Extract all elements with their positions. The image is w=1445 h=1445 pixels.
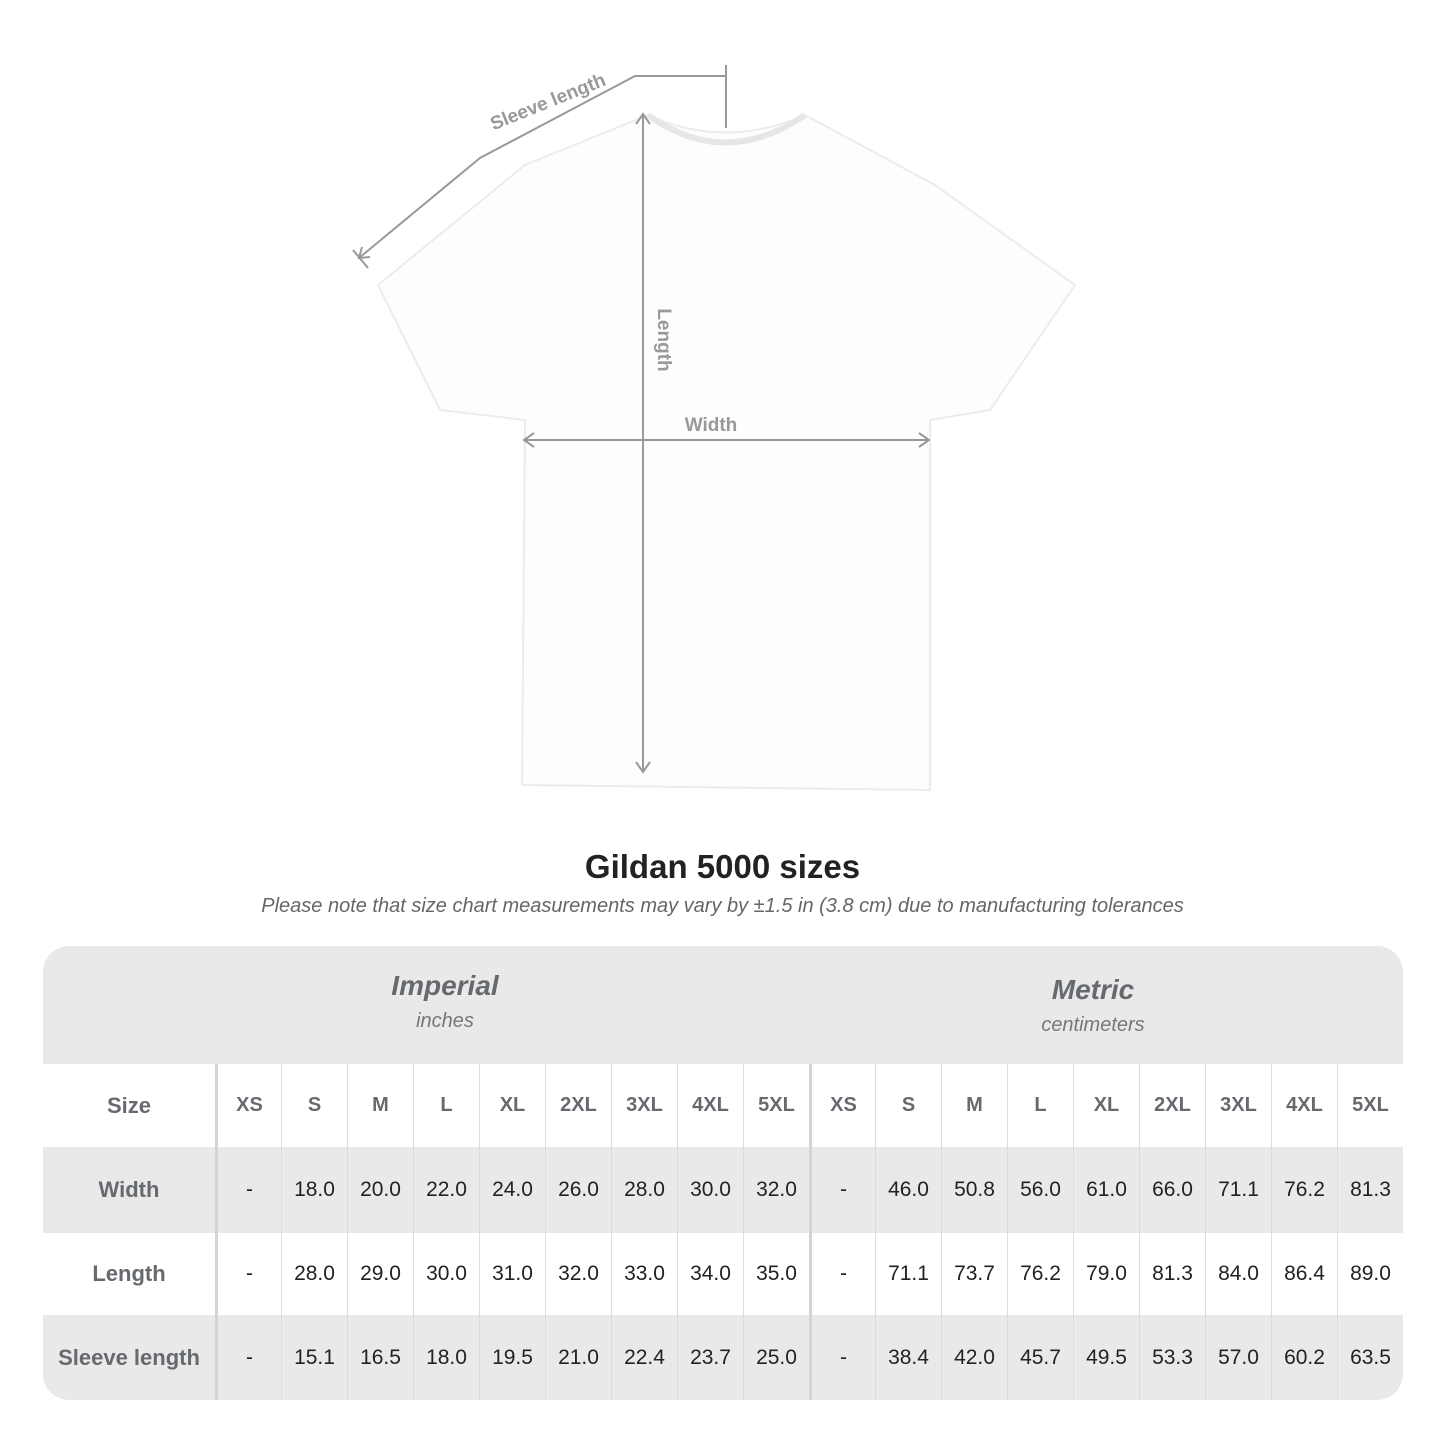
metric-unit: centimeters [1041,1014,1145,1036]
tolerance-note: Please note that size chart measurements… [261,895,1184,917]
sleeve-length-label: Sleeve length [487,70,608,135]
table-cell: 32.0 [545,1233,611,1315]
table-cell: 29.0 [347,1233,413,1315]
table-row: Sleeve length -15.1 16.5 18.0 19.5 21.0 22.4 23… [43,1315,1403,1400]
size-chart-table: Imperial inches Metric centimeters Size X… [43,946,1403,1400]
table-cell: 71.1 [875,1233,941,1315]
table-cell: - [809,1147,875,1233]
table-cell: 53.3 [1139,1315,1205,1400]
table-cell: 73.7 [941,1233,1007,1315]
table-cell: 30.0 [677,1147,743,1233]
table-cell: 56.0 [1007,1147,1073,1233]
size-header-cell: S [281,1064,347,1147]
size-header-cell: 5XL [743,1064,809,1147]
row-label: Length [92,1261,166,1286]
table-cell: 15.1 [281,1315,347,1400]
table-cell: 28.0 [611,1147,677,1233]
table-cell: 25.0 [743,1315,809,1400]
table-cell: 45.7 [1007,1315,1073,1400]
table-cell: - [215,1147,281,1233]
table-cell: 76.2 [1007,1233,1073,1315]
size-header-cell: L [413,1064,479,1147]
table-cell: - [809,1315,875,1400]
size-header-cell: XL [479,1064,545,1147]
table-cell: 49.5 [1073,1315,1139,1400]
table-cell: 16.5 [347,1315,413,1400]
imperial-title: Imperial [391,970,499,1001]
size-header-cell: 2XL [545,1064,611,1147]
table-cell: 66.0 [1139,1147,1205,1233]
metric-header: Metric centimeters [793,974,1393,1037]
size-header-cell: 3XL [1205,1064,1271,1147]
table-cell: - [809,1233,875,1315]
length-label: Length [653,308,674,371]
table-cell: 21.0 [545,1315,611,1400]
table-cell: 20.0 [347,1147,413,1233]
table-cell: - [215,1315,281,1400]
table-cell: 22.0 [413,1147,479,1233]
table-cell: 79.0 [1073,1233,1139,1315]
table-cell: 57.0 [1205,1315,1271,1400]
table-cell: 86.4 [1271,1233,1337,1315]
size-header-cell: L [1007,1064,1073,1147]
row-label: Sleeve length [58,1344,200,1370]
size-header-cell: 4XL [1271,1064,1337,1147]
table-cell: 84.0 [1205,1233,1271,1315]
table-row: Length -28.0 29.0 30.0 31.0 32.0 33.0 34.0 35.0-… [43,1233,1403,1315]
table-cell: 26.0 [545,1147,611,1233]
table-cell: 18.0 [413,1315,479,1400]
table-cell: 63.5 [1337,1315,1403,1400]
table-cell: - [215,1233,281,1315]
table-cell: 61.0 [1073,1147,1139,1233]
table-cell: 81.3 [1139,1233,1205,1315]
table-cell: 32.0 [743,1147,809,1233]
size-header-cell: S [875,1064,941,1147]
table-cell: 46.0 [875,1147,941,1233]
table-cell: 81.3 [1337,1147,1403,1233]
table-cell: 18.0 [281,1147,347,1233]
size-header-cell: M [941,1064,1007,1147]
tshirt-measurement-diagram: Sleeve length Length Width [352,65,1077,792]
size-header-cell: XS [215,1064,281,1147]
table-cell: 89.0 [1337,1233,1403,1315]
size-header-cell: XL [1073,1064,1139,1147]
table-cell: 33.0 [611,1233,677,1315]
table-cell: 28.0 [281,1233,347,1315]
size-header-cell: XS [809,1064,875,1147]
table-cell: 23.7 [677,1315,743,1400]
table-cell: 50.8 [941,1147,1007,1233]
table-cell: 30.0 [413,1233,479,1315]
width-label: Width [685,415,738,436]
table-cell: 76.2 [1271,1147,1337,1233]
table-cell: 31.0 [479,1233,545,1315]
size-header-cell: 2XL [1139,1064,1205,1147]
size-header-cell: 3XL [611,1064,677,1147]
table-cell: 60.2 [1271,1315,1337,1400]
row-label: Size [106,1092,152,1118]
table-cell: 71.1 [1205,1147,1271,1233]
table-cell: 38.4 [875,1315,941,1400]
table-row: Width -18.0 20.0 22.0 24.0 26.0 28.0 30.0 32.0-4… [43,1147,1403,1233]
sleeve-length-arrow [358,75,725,259]
size-header-row: Size XS S M L XL 2XL 3XL 4XL 5XL XS S M L XL 2XL 3XL 4XL 5… [43,1064,1403,1147]
table-cell: 24.0 [479,1147,545,1233]
imperial-header: Imperial inches [145,970,745,1033]
imperial-unit: inches [416,1010,474,1032]
metric-title: Metric [1051,974,1135,1005]
table-cell: 42.0 [941,1315,1007,1400]
size-header-cell: 5XL [1337,1064,1403,1147]
size-header-cell: M [347,1064,413,1147]
table-cell: 19.5 [479,1315,545,1400]
page-title: Gildan 5000 sizes [584,848,861,885]
table-cell: 22.4 [611,1315,677,1400]
unit-header-band: Imperial inches Metric centimeters [43,946,1403,1064]
tshirt-image [376,113,1077,792]
row-label: Width [98,1177,160,1202]
table-cell: 34.0 [677,1233,743,1315]
size-header-cell: 4XL [677,1064,743,1147]
table-cell: 35.0 [743,1233,809,1315]
